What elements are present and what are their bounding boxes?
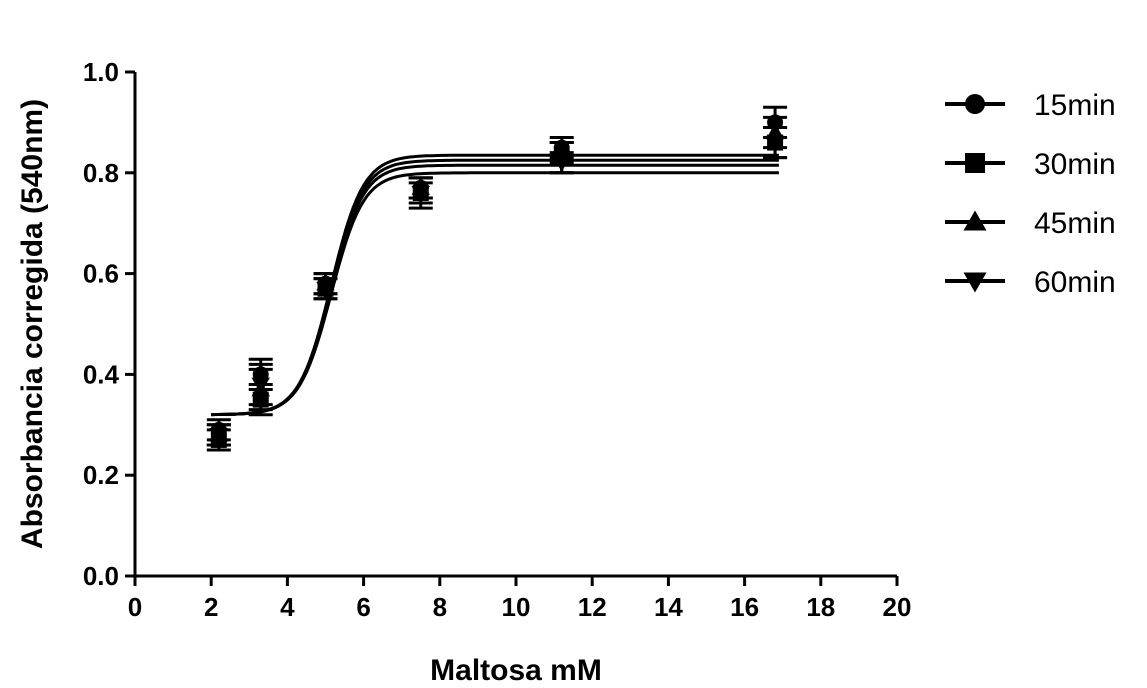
legend: 15min 30min 45min 60min (945, 89, 1116, 299)
x-tick-label: 8 (433, 592, 447, 622)
fit-curve (211, 171, 779, 417)
y-tick-label: 0.6 (83, 259, 119, 289)
y-tick-label: 1.0 (83, 57, 119, 87)
x-tick-label: 20 (883, 592, 912, 622)
x-ticks: 0 2 4 6 8 10 12 14 16 18 20 (128, 576, 912, 622)
legend-marker (963, 210, 987, 231)
x-tick-label: 12 (578, 592, 607, 622)
data-point (765, 135, 785, 152)
error-bars (206, 105, 788, 452)
legend-label: 60min (1034, 266, 1116, 299)
data-point (767, 114, 784, 131)
x-tick-label: 18 (806, 592, 835, 622)
y-tick-label: 0.4 (83, 359, 120, 389)
legend-label: 30min (1034, 148, 1116, 181)
x-tick-label: 4 (280, 592, 295, 622)
legend-label: 15min (1034, 89, 1116, 122)
data-point (209, 428, 229, 445)
legend-marker (963, 272, 987, 293)
y-tick-label: 0.8 (83, 158, 119, 188)
y-tick-label: 0.0 (83, 561, 119, 591)
x-tick-label: 2 (204, 592, 218, 622)
legend-marker (965, 94, 985, 114)
legend-label: 45min (1034, 207, 1116, 240)
data-point (552, 143, 571, 160)
fit-curves (211, 153, 779, 417)
x-tick-label: 0 (128, 592, 142, 622)
x-axis-title: Maltosa mM (430, 654, 602, 687)
y-ticks: 0.0 0.2 0.4 0.6 0.8 1.0 (83, 57, 135, 591)
legend-marker (965, 153, 985, 173)
y-tick-label: 0.2 (83, 460, 119, 490)
data-point (411, 186, 430, 203)
data-point (316, 281, 335, 298)
x-tick-label: 14 (654, 592, 683, 622)
data-point (765, 123, 785, 140)
x-tick-label: 10 (502, 592, 531, 622)
x-tick-label: 16 (730, 592, 759, 622)
x-tick-label: 6 (356, 592, 370, 622)
data-points (209, 114, 785, 448)
fit-curve (211, 153, 779, 417)
data-point (552, 155, 571, 172)
y-axis-title: Absorbancia corregida (540nm) (16, 99, 49, 549)
data-point (251, 377, 270, 394)
fit-curve (211, 163, 779, 417)
fit-curve (211, 158, 779, 417)
